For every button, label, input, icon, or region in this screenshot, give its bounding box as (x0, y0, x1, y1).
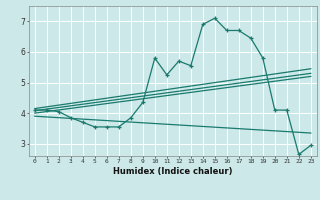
X-axis label: Humidex (Indice chaleur): Humidex (Indice chaleur) (113, 167, 233, 176)
